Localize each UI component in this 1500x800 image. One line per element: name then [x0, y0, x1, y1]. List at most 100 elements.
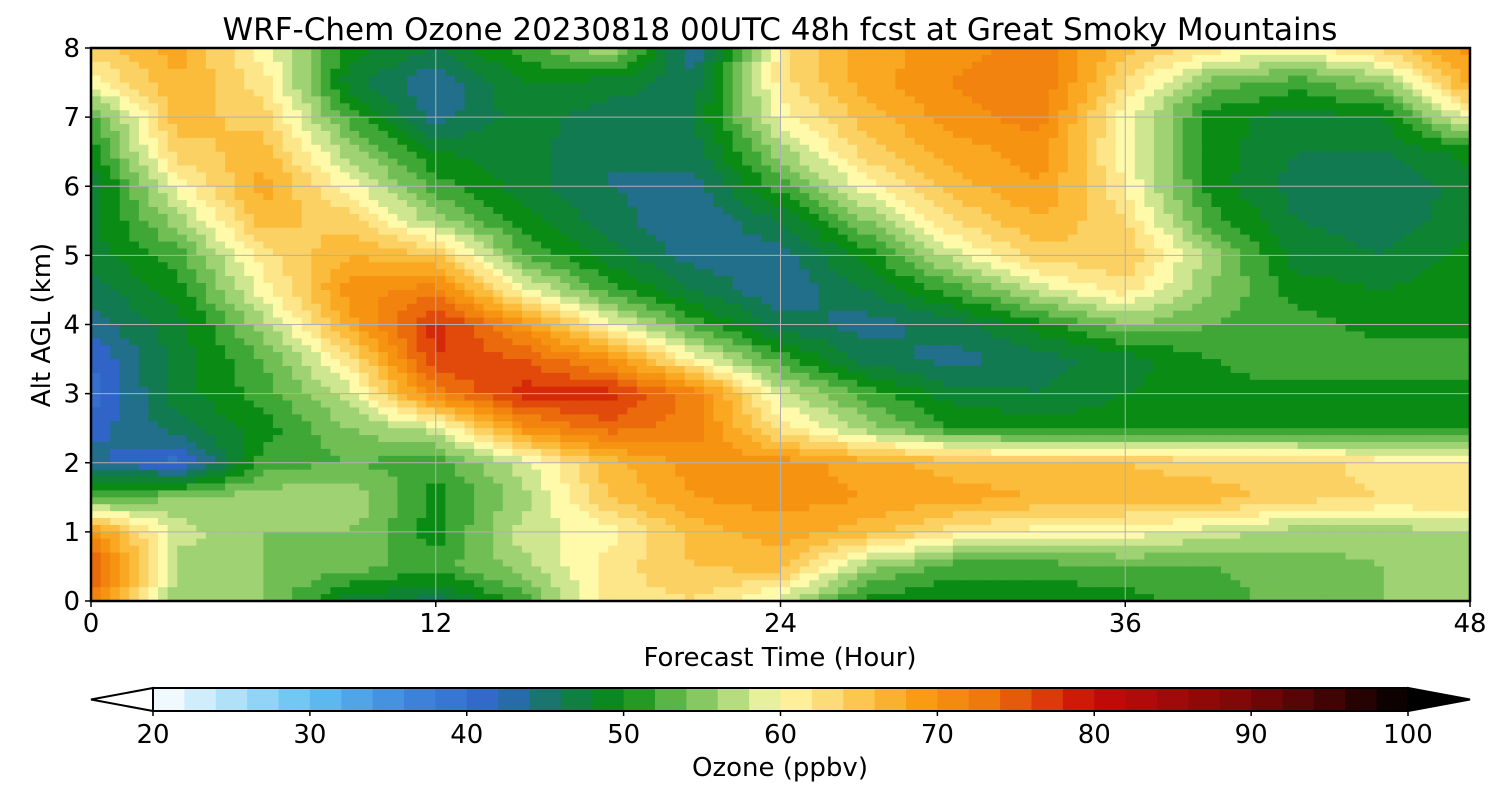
- heat-cell: [311, 234, 322, 243]
- heat-cell: [972, 48, 983, 56]
- heat-cell: [1307, 220, 1318, 229]
- heat-cell: [502, 165, 513, 174]
- heat-cell: [1288, 75, 1299, 84]
- heat-cell: [158, 151, 169, 160]
- heat-cell: [1345, 220, 1356, 229]
- heat-cell: [311, 82, 322, 91]
- heat-cell: [809, 255, 820, 263]
- heat-cell: [933, 165, 944, 174]
- heat-cell: [1393, 137, 1404, 146]
- heat-cell: [1019, 117, 1031, 125]
- heat-cell: [263, 220, 274, 229]
- heat-cell: [119, 124, 130, 132]
- heat-cell: [502, 248, 513, 256]
- heat-cell: [119, 48, 130, 56]
- heat-cell: [1058, 117, 1069, 125]
- heat-cell: [416, 248, 427, 256]
- heat-cell: [694, 227, 705, 236]
- heat-cell: [119, 165, 130, 174]
- heat-cell: [608, 262, 619, 270]
- heat-cell: [1230, 82, 1241, 91]
- heat-cell: [1096, 172, 1107, 180]
- heat-cell: [780, 241, 791, 250]
- heat-cell: [1355, 110, 1366, 118]
- heat-cell: [732, 269, 743, 277]
- heat-cell: [1431, 227, 1442, 236]
- heat-cell: [282, 179, 293, 187]
- heat-cell: [608, 54, 619, 63]
- heat-cell: [483, 186, 494, 194]
- heat-cell: [282, 130, 293, 139]
- heat-cell: [636, 54, 648, 63]
- heat-cell: [723, 234, 734, 243]
- heat-cell: [1077, 103, 1088, 111]
- heat-cell: [416, 110, 427, 118]
- heat-cell: [1039, 82, 1050, 91]
- heat-cell: [675, 158, 686, 167]
- heat-cell: [1278, 144, 1289, 153]
- heat-cell: [416, 82, 427, 91]
- heat-cell: [1096, 124, 1107, 132]
- heat-cell: [493, 75, 504, 84]
- heat-cell: [215, 262, 226, 270]
- heat-cell: [205, 89, 217, 97]
- heat-cell: [253, 193, 264, 201]
- heat-cell: [694, 124, 705, 132]
- heat-cell: [656, 124, 667, 132]
- heat-cell: [809, 96, 820, 104]
- heat-cell: [186, 234, 197, 243]
- heat-cell: [1153, 117, 1165, 125]
- heat-cell: [1288, 255, 1299, 263]
- heat-cell: [493, 96, 504, 104]
- heat-cell: [464, 234, 475, 243]
- heat-cell: [588, 130, 600, 139]
- heat-cell: [91, 110, 102, 118]
- heat-cell: [1345, 124, 1356, 132]
- heat-cell: [483, 130, 494, 139]
- heat-cell: [1058, 82, 1069, 91]
- heat-cell: [550, 124, 561, 132]
- heat-cell: [847, 165, 858, 174]
- heat-cell: [1211, 262, 1222, 270]
- heat-cell: [1335, 158, 1347, 167]
- heat-cell: [1067, 206, 1078, 215]
- heat-cell: [1230, 220, 1241, 229]
- heat-cell: [713, 48, 724, 56]
- heat-cell: [665, 144, 676, 153]
- heat-cell: [541, 130, 552, 139]
- heat-cell: [799, 68, 810, 77]
- heat-cell: [320, 158, 332, 167]
- heat-cell: [1000, 158, 1011, 167]
- heat-cell: [1221, 179, 1232, 187]
- heat-cell: [129, 117, 140, 125]
- heat-cell: [550, 117, 561, 125]
- heat-cell: [1335, 276, 1347, 284]
- heat-cell: [435, 269, 446, 277]
- heat-cell: [483, 144, 494, 153]
- heat-cell: [656, 144, 667, 153]
- heat-cell: [1192, 89, 1203, 97]
- heat-cell: [1221, 61, 1232, 70]
- heat-cell: [100, 200, 111, 208]
- heat-cell: [1249, 89, 1260, 97]
- heat-cell: [761, 248, 772, 256]
- heat-cell: [158, 144, 169, 153]
- heat-cell: [138, 186, 150, 194]
- heat-cell: [1307, 200, 1318, 208]
- heat-cell: [952, 96, 964, 104]
- heat-cell: [110, 165, 121, 174]
- heat-cell: [569, 262, 580, 270]
- heat-cell: [1422, 137, 1433, 146]
- heat-cell: [1316, 269, 1327, 277]
- heat-cell: [110, 82, 121, 91]
- heat-cell: [924, 262, 935, 270]
- heat-cell: [186, 193, 197, 201]
- heat-cell: [1106, 172, 1117, 180]
- heat-cell: [1431, 213, 1442, 222]
- heat-cell: [1393, 96, 1404, 104]
- heat-cell: [263, 75, 274, 84]
- heat-cell: [1058, 130, 1069, 139]
- heat-cell: [1010, 158, 1021, 167]
- heat-cell: [397, 158, 408, 167]
